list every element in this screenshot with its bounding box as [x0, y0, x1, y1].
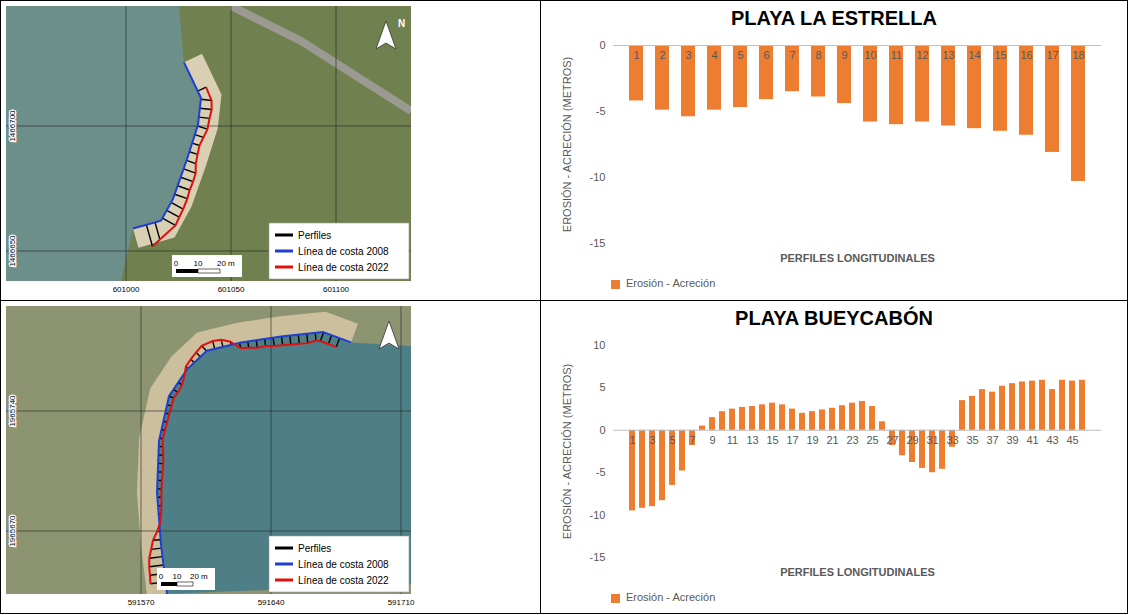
svg-text:45: 45	[1066, 434, 1078, 446]
svg-text:3: 3	[685, 49, 691, 61]
svg-text:Línea de costa 2008: Línea de costa 2008	[298, 559, 389, 570]
svg-text:13: 13	[746, 434, 758, 446]
svg-text:601050: 601050	[218, 285, 245, 294]
svg-text:591710: 591710	[388, 598, 415, 607]
svg-text:N: N	[398, 18, 405, 29]
svg-text:39: 39	[1006, 434, 1018, 446]
svg-text:PERFILES LONGITUDINALES: PERFILES LONGITUDINALES	[780, 566, 935, 578]
svg-text:1466700: 1466700	[8, 110, 17, 142]
svg-text:8: 8	[815, 49, 821, 61]
svg-text:4: 4	[711, 49, 717, 61]
svg-text:PERFILES LONGITUDINALES: PERFILES LONGITUDINALES	[780, 252, 935, 264]
svg-text:10: 10	[593, 339, 605, 351]
svg-text:17: 17	[1046, 49, 1058, 61]
svg-text:-5: -5	[596, 105, 606, 117]
svg-text:0: 0	[159, 572, 164, 581]
svg-text:25: 25	[866, 434, 878, 446]
svg-text:-10: -10	[590, 171, 606, 183]
svg-text:-15: -15	[590, 551, 606, 563]
svg-text:7: 7	[689, 434, 695, 446]
svg-text:601000: 601000	[113, 285, 140, 294]
svg-text:21: 21	[826, 434, 838, 446]
svg-text:-10: -10	[590, 509, 606, 521]
svg-text:11: 11	[727, 434, 738, 446]
svg-text:20 m: 20 m	[190, 572, 208, 581]
svg-text:0: 0	[174, 259, 179, 268]
svg-text:5: 5	[737, 49, 743, 61]
svg-text:EROSIÓN - ACRECIÓN (METROS): EROSIÓN - ACRECIÓN (METROS)	[561, 57, 573, 232]
svg-text:Línea de costa 2022: Línea de costa 2022	[298, 575, 389, 586]
svg-text:1965740: 1965740	[8, 395, 17, 427]
svg-text:-5: -5	[596, 466, 606, 478]
svg-text:-15: -15	[590, 237, 606, 249]
svg-text:Línea de costa 2022: Línea de costa 2022	[298, 262, 389, 273]
svg-text:43: 43	[1046, 434, 1058, 446]
svg-text:27: 27	[886, 434, 898, 446]
svg-text:591640: 591640	[258, 598, 285, 607]
svg-text:15: 15	[766, 434, 778, 446]
svg-text:33: 33	[946, 434, 958, 446]
svg-text:11: 11	[891, 49, 902, 61]
svg-text:Perfiles: Perfiles	[298, 543, 331, 554]
svg-text:601100: 601100	[323, 285, 350, 294]
svg-text:41: 41	[1026, 434, 1038, 446]
svg-text:13: 13	[942, 49, 954, 61]
svg-text:14: 14	[968, 49, 980, 61]
svg-text:9: 9	[709, 434, 715, 446]
svg-text:10: 10	[173, 572, 182, 581]
svg-text:12: 12	[916, 49, 928, 61]
svg-text:591570: 591570	[128, 598, 155, 607]
svg-text:35: 35	[966, 434, 978, 446]
svg-text:23: 23	[846, 434, 858, 446]
svg-text:Perfiles: Perfiles	[298, 230, 331, 241]
svg-text:EROSIÓN - ACRECIÓN (METROS): EROSIÓN - ACRECIÓN (METROS)	[561, 364, 573, 539]
svg-text:19: 19	[806, 434, 818, 446]
svg-text:6: 6	[763, 49, 769, 61]
svg-text:9: 9	[841, 49, 847, 61]
svg-text:15: 15	[994, 49, 1006, 61]
html-text:Erosión - Acreción: Erosión - Acreción	[626, 277, 716, 289]
svg-text:1466650: 1466650	[8, 235, 17, 267]
svg-text:5: 5	[599, 381, 605, 393]
svg-text:31: 31	[926, 434, 938, 446]
svg-text:3: 3	[649, 434, 655, 446]
svg-text:20 m: 20 m	[217, 259, 235, 268]
svg-text:17: 17	[786, 434, 798, 446]
svg-text:2: 2	[659, 49, 665, 61]
svg-text:0: 0	[599, 39, 605, 51]
html-text:PLAYA LA ESTRELLA: PLAYA LA ESTRELLA	[731, 7, 937, 29]
svg-text:1965670: 1965670	[8, 515, 17, 547]
svg-text:10: 10	[864, 49, 876, 61]
svg-text:1: 1	[629, 434, 635, 446]
svg-text:29: 29	[906, 434, 918, 446]
svg-text:37: 37	[986, 434, 998, 446]
svg-text:1: 1	[633, 49, 639, 61]
svg-text:18: 18	[1072, 49, 1084, 61]
svg-text:0: 0	[599, 424, 605, 436]
svg-text:10: 10	[194, 259, 203, 268]
html-text:PLAYA BUEYCABÓN: PLAYA BUEYCABÓN	[735, 307, 933, 329]
svg-text:5: 5	[669, 434, 675, 446]
svg-text:16: 16	[1020, 49, 1032, 61]
svg-text:7: 7	[789, 49, 795, 61]
svg-text:Línea de costa 2008: Línea de costa 2008	[298, 246, 389, 257]
html-text:Erosión - Acreción: Erosión - Acreción	[626, 591, 716, 603]
